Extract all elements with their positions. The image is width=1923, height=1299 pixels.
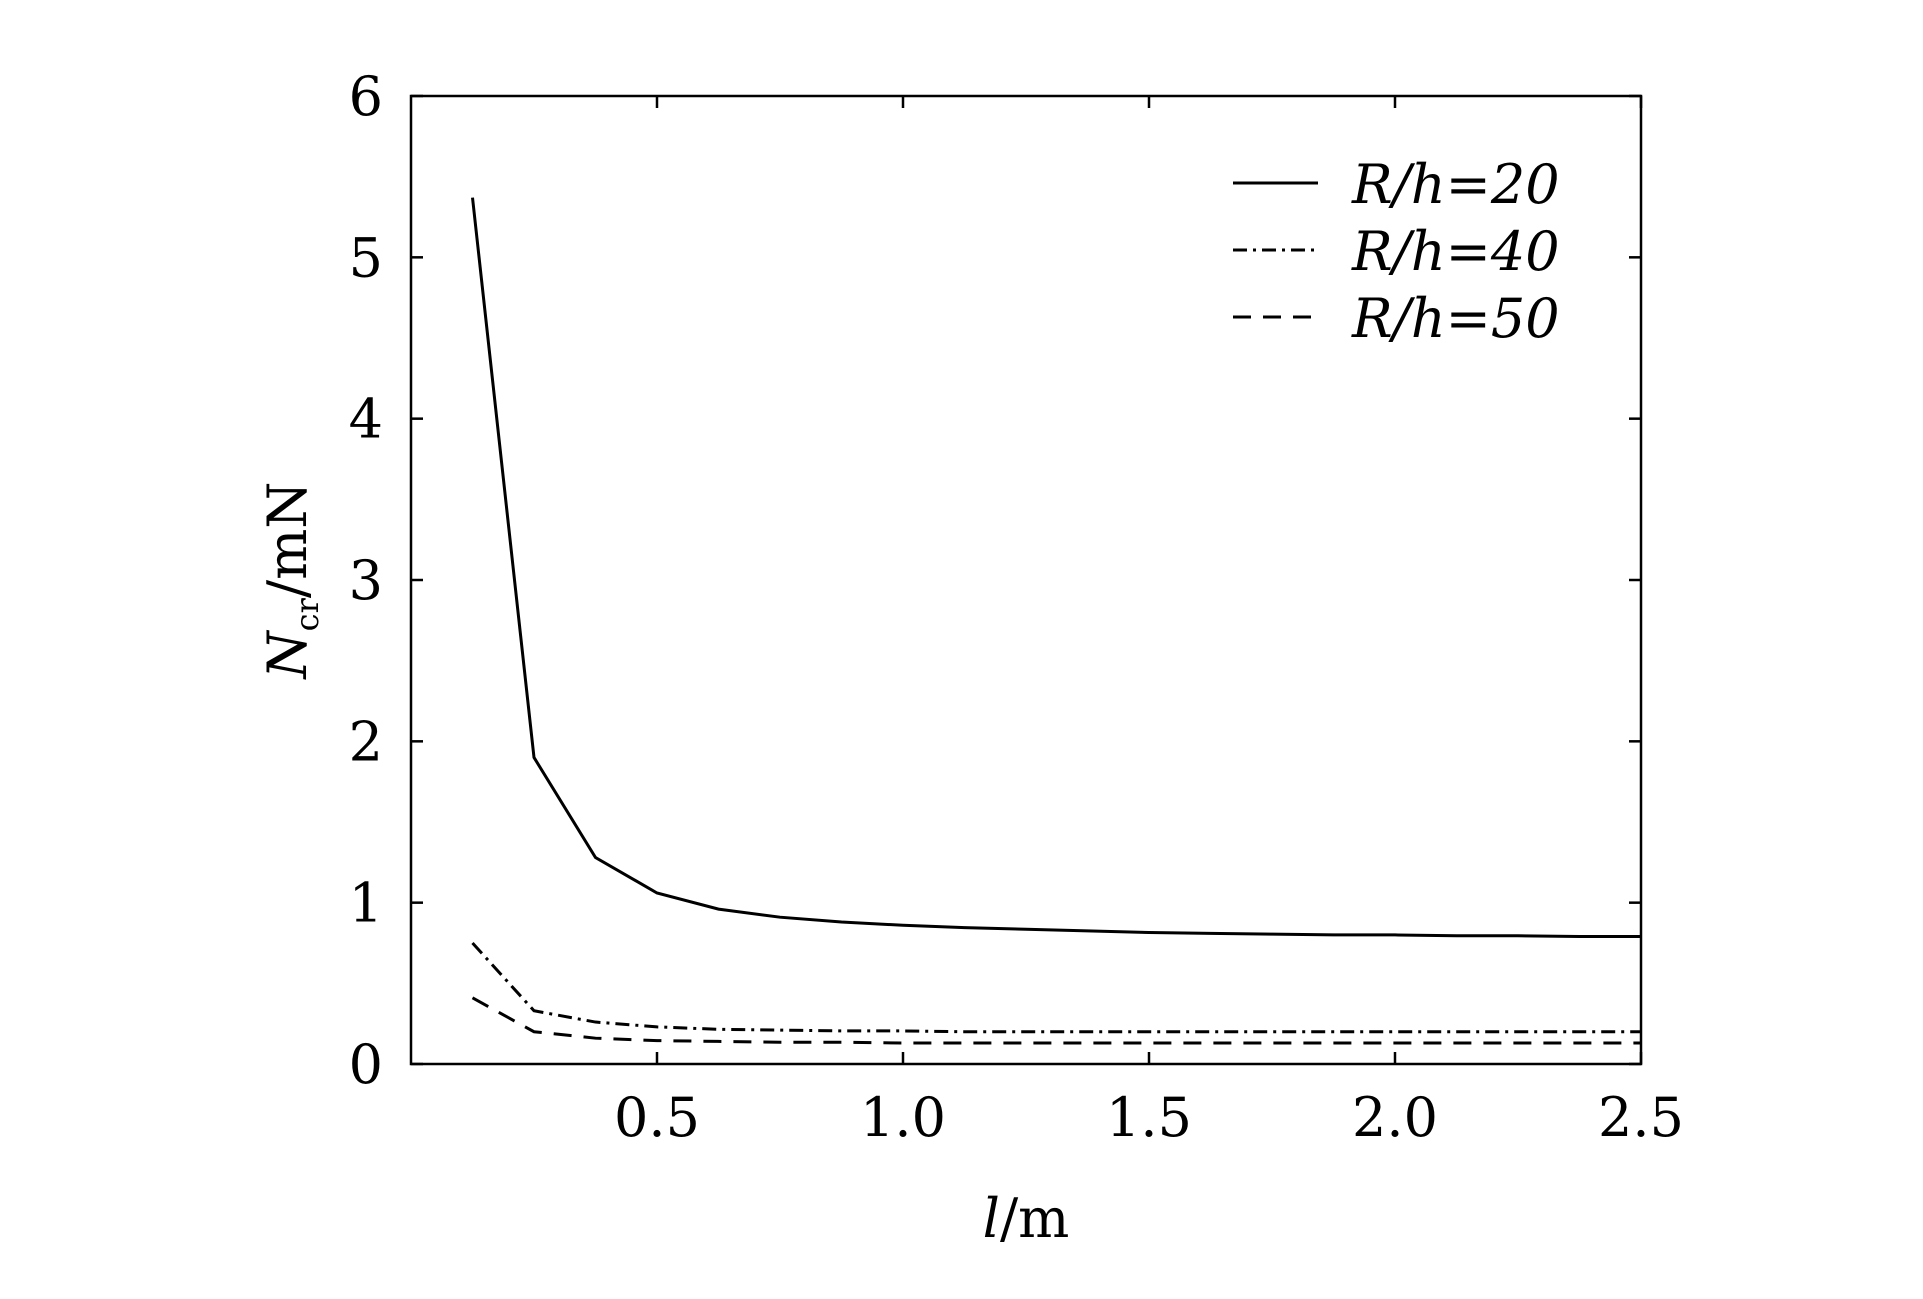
y-tick-label: 3: [349, 549, 383, 612]
x-tick-label: 1.5: [1106, 1086, 1192, 1149]
series-line-1: [471, 197, 1641, 939]
y-tick-label: 2: [349, 710, 383, 773]
y-tick-label: 5: [349, 226, 383, 289]
series-line-3: [471, 996, 1641, 1045]
x-axis-label: l/m: [983, 1187, 1070, 1250]
series-line-2: [471, 941, 1641, 1034]
y-tick-label: 0: [349, 1033, 383, 1096]
x-tick-label: 1.0: [860, 1086, 946, 1149]
y-tick-label: 6: [349, 65, 383, 128]
x-tick-label: 2.0: [1352, 1086, 1438, 1149]
y-axis-label: Ncr/mN: [256, 481, 326, 680]
legend-label: R/h=50: [1351, 287, 1560, 350]
x-tick-label: 0.5: [614, 1086, 700, 1149]
y-tick-label: 4: [349, 388, 383, 451]
legend-label: R/h=20: [1351, 153, 1560, 216]
legend-label: R/h=40: [1351, 220, 1560, 283]
y-tick-label: 1: [349, 872, 383, 935]
x-tick-label: 2.5: [1598, 1086, 1684, 1149]
